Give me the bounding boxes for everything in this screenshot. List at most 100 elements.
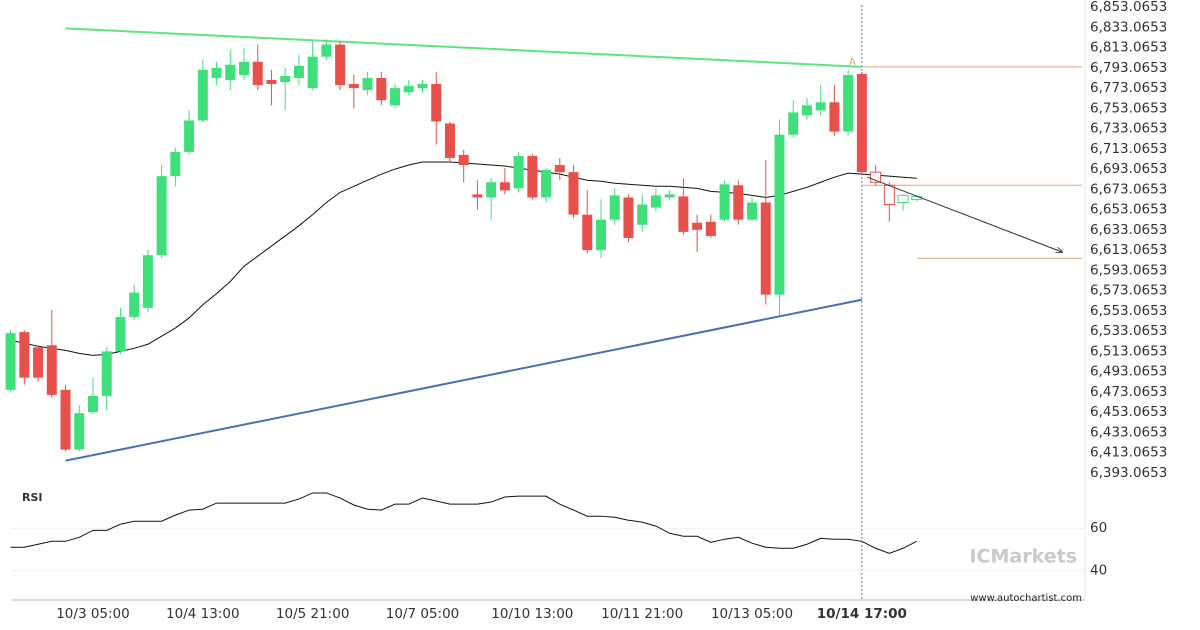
y-tick-label: 6,853.0653 xyxy=(1090,0,1167,15)
x-tick-label: 10/7 05:00 xyxy=(386,606,460,622)
candle-body xyxy=(280,75,291,83)
x-tick-label: 10/13 05:00 xyxy=(711,606,793,622)
y-tick-label: 6,833.0653 xyxy=(1090,19,1167,35)
candle-body xyxy=(609,195,620,220)
rsi-title: RSI xyxy=(22,491,43,504)
candle-body xyxy=(335,44,346,86)
candle-body xyxy=(760,202,771,295)
y-tick-label: 6,813.0653 xyxy=(1090,40,1167,56)
rsi-line xyxy=(10,492,918,554)
candle-body xyxy=(637,204,648,225)
candle-body xyxy=(362,77,373,91)
candle-body xyxy=(417,84,428,89)
candle-body xyxy=(870,171,882,183)
x-tick-label: 10/4 13:00 xyxy=(166,606,240,622)
watermark-brand: ICMarkets xyxy=(969,546,1077,568)
candle-body xyxy=(472,194,483,198)
candle-body xyxy=(293,65,304,78)
candle-body xyxy=(692,222,703,230)
y-tick-label: 6,393.0653 xyxy=(1090,465,1167,481)
y-tick-label: 60 xyxy=(1090,520,1107,536)
candle-body xyxy=(46,345,57,395)
candle-body xyxy=(170,151,181,177)
y-tick-label: 6,613.0653 xyxy=(1090,242,1167,258)
y-tick-label: 6,553.0653 xyxy=(1090,303,1167,319)
candle-body xyxy=(829,102,840,132)
candle-body xyxy=(527,155,538,198)
candle-body xyxy=(348,84,359,89)
candle-body xyxy=(664,194,675,198)
candle-body xyxy=(33,347,44,378)
candle-body xyxy=(623,197,634,238)
y-tick-label: 6,413.0653 xyxy=(1090,445,1167,461)
y-tick-label: 6,673.0653 xyxy=(1090,181,1167,197)
candle-body xyxy=(719,184,730,220)
x-tick-label: 10/10 13:00 xyxy=(491,606,573,622)
x-tick-label: 10/14 17:00 xyxy=(817,606,907,622)
candle-body xyxy=(705,221,716,236)
candle-body xyxy=(197,69,208,121)
y-tick-label: 6,453.0653 xyxy=(1090,404,1167,420)
y-tick-label: 6,573.0653 xyxy=(1090,283,1167,299)
candle-body xyxy=(115,316,126,352)
candle-body xyxy=(252,61,263,86)
y-tick-label: 40 xyxy=(1090,562,1107,578)
candle-body xyxy=(74,413,85,450)
candle-body xyxy=(307,56,318,89)
y-tick-label: 6,753.0653 xyxy=(1090,100,1167,116)
y-tick-label: 6,773.0653 xyxy=(1090,80,1167,96)
candle-body xyxy=(856,73,867,173)
candle-body xyxy=(60,389,71,450)
y-tick-label: 6,473.0653 xyxy=(1090,384,1167,400)
candle-body xyxy=(883,184,895,206)
annotation: A xyxy=(849,57,856,68)
candle-body xyxy=(87,395,98,413)
trend-line xyxy=(65,27,862,68)
candle-body xyxy=(101,351,112,396)
candle-body xyxy=(843,74,854,132)
candle-body xyxy=(142,255,153,308)
candle-body xyxy=(225,64,236,80)
candle-body xyxy=(650,195,661,208)
x-tick-label: 10/3 05:00 xyxy=(56,606,130,622)
forecast-arrow xyxy=(867,176,1062,252)
y-tick-label: 6,693.0653 xyxy=(1090,161,1167,177)
y-tick-label: 6,533.0653 xyxy=(1090,323,1167,339)
x-tick-label: 10/5 21:00 xyxy=(276,606,350,622)
x-tick-label: 10/11 21:00 xyxy=(601,606,683,622)
candle-body xyxy=(403,86,414,93)
y-tick-label: 6,653.0653 xyxy=(1090,202,1167,218)
candle-body xyxy=(444,123,455,158)
candle-body xyxy=(390,88,401,106)
candle-body xyxy=(678,196,689,232)
candle-body xyxy=(486,182,497,198)
candle-body xyxy=(568,172,579,215)
candle-body xyxy=(321,44,332,57)
candle-body xyxy=(774,134,785,295)
candle-body xyxy=(582,214,593,251)
candle-body xyxy=(897,194,909,204)
y-tick-label: 6,513.0653 xyxy=(1090,343,1167,359)
y-tick-label: 6,493.0653 xyxy=(1090,364,1167,380)
candle-body xyxy=(554,165,565,173)
candle-body xyxy=(266,79,277,85)
y-tick-label: 6,633.0653 xyxy=(1090,222,1167,238)
candle-body xyxy=(239,61,250,75)
y-tick-label: 6,733.0653 xyxy=(1090,121,1167,137)
candle-body xyxy=(19,332,30,378)
y-tick-label: 6,713.0653 xyxy=(1090,141,1167,157)
candle-body xyxy=(801,105,812,116)
candle-body xyxy=(431,84,442,122)
candle-body xyxy=(211,67,222,78)
candle-body xyxy=(458,154,469,166)
candle-body xyxy=(156,176,167,256)
candle-body xyxy=(499,182,510,191)
candle-body xyxy=(788,112,799,135)
y-tick-label: 6,793.0653 xyxy=(1090,60,1167,76)
candle-body xyxy=(5,333,16,390)
trend-line xyxy=(65,298,863,462)
candle-body xyxy=(747,202,758,220)
candle-body xyxy=(184,120,195,152)
candle-body xyxy=(815,102,826,111)
